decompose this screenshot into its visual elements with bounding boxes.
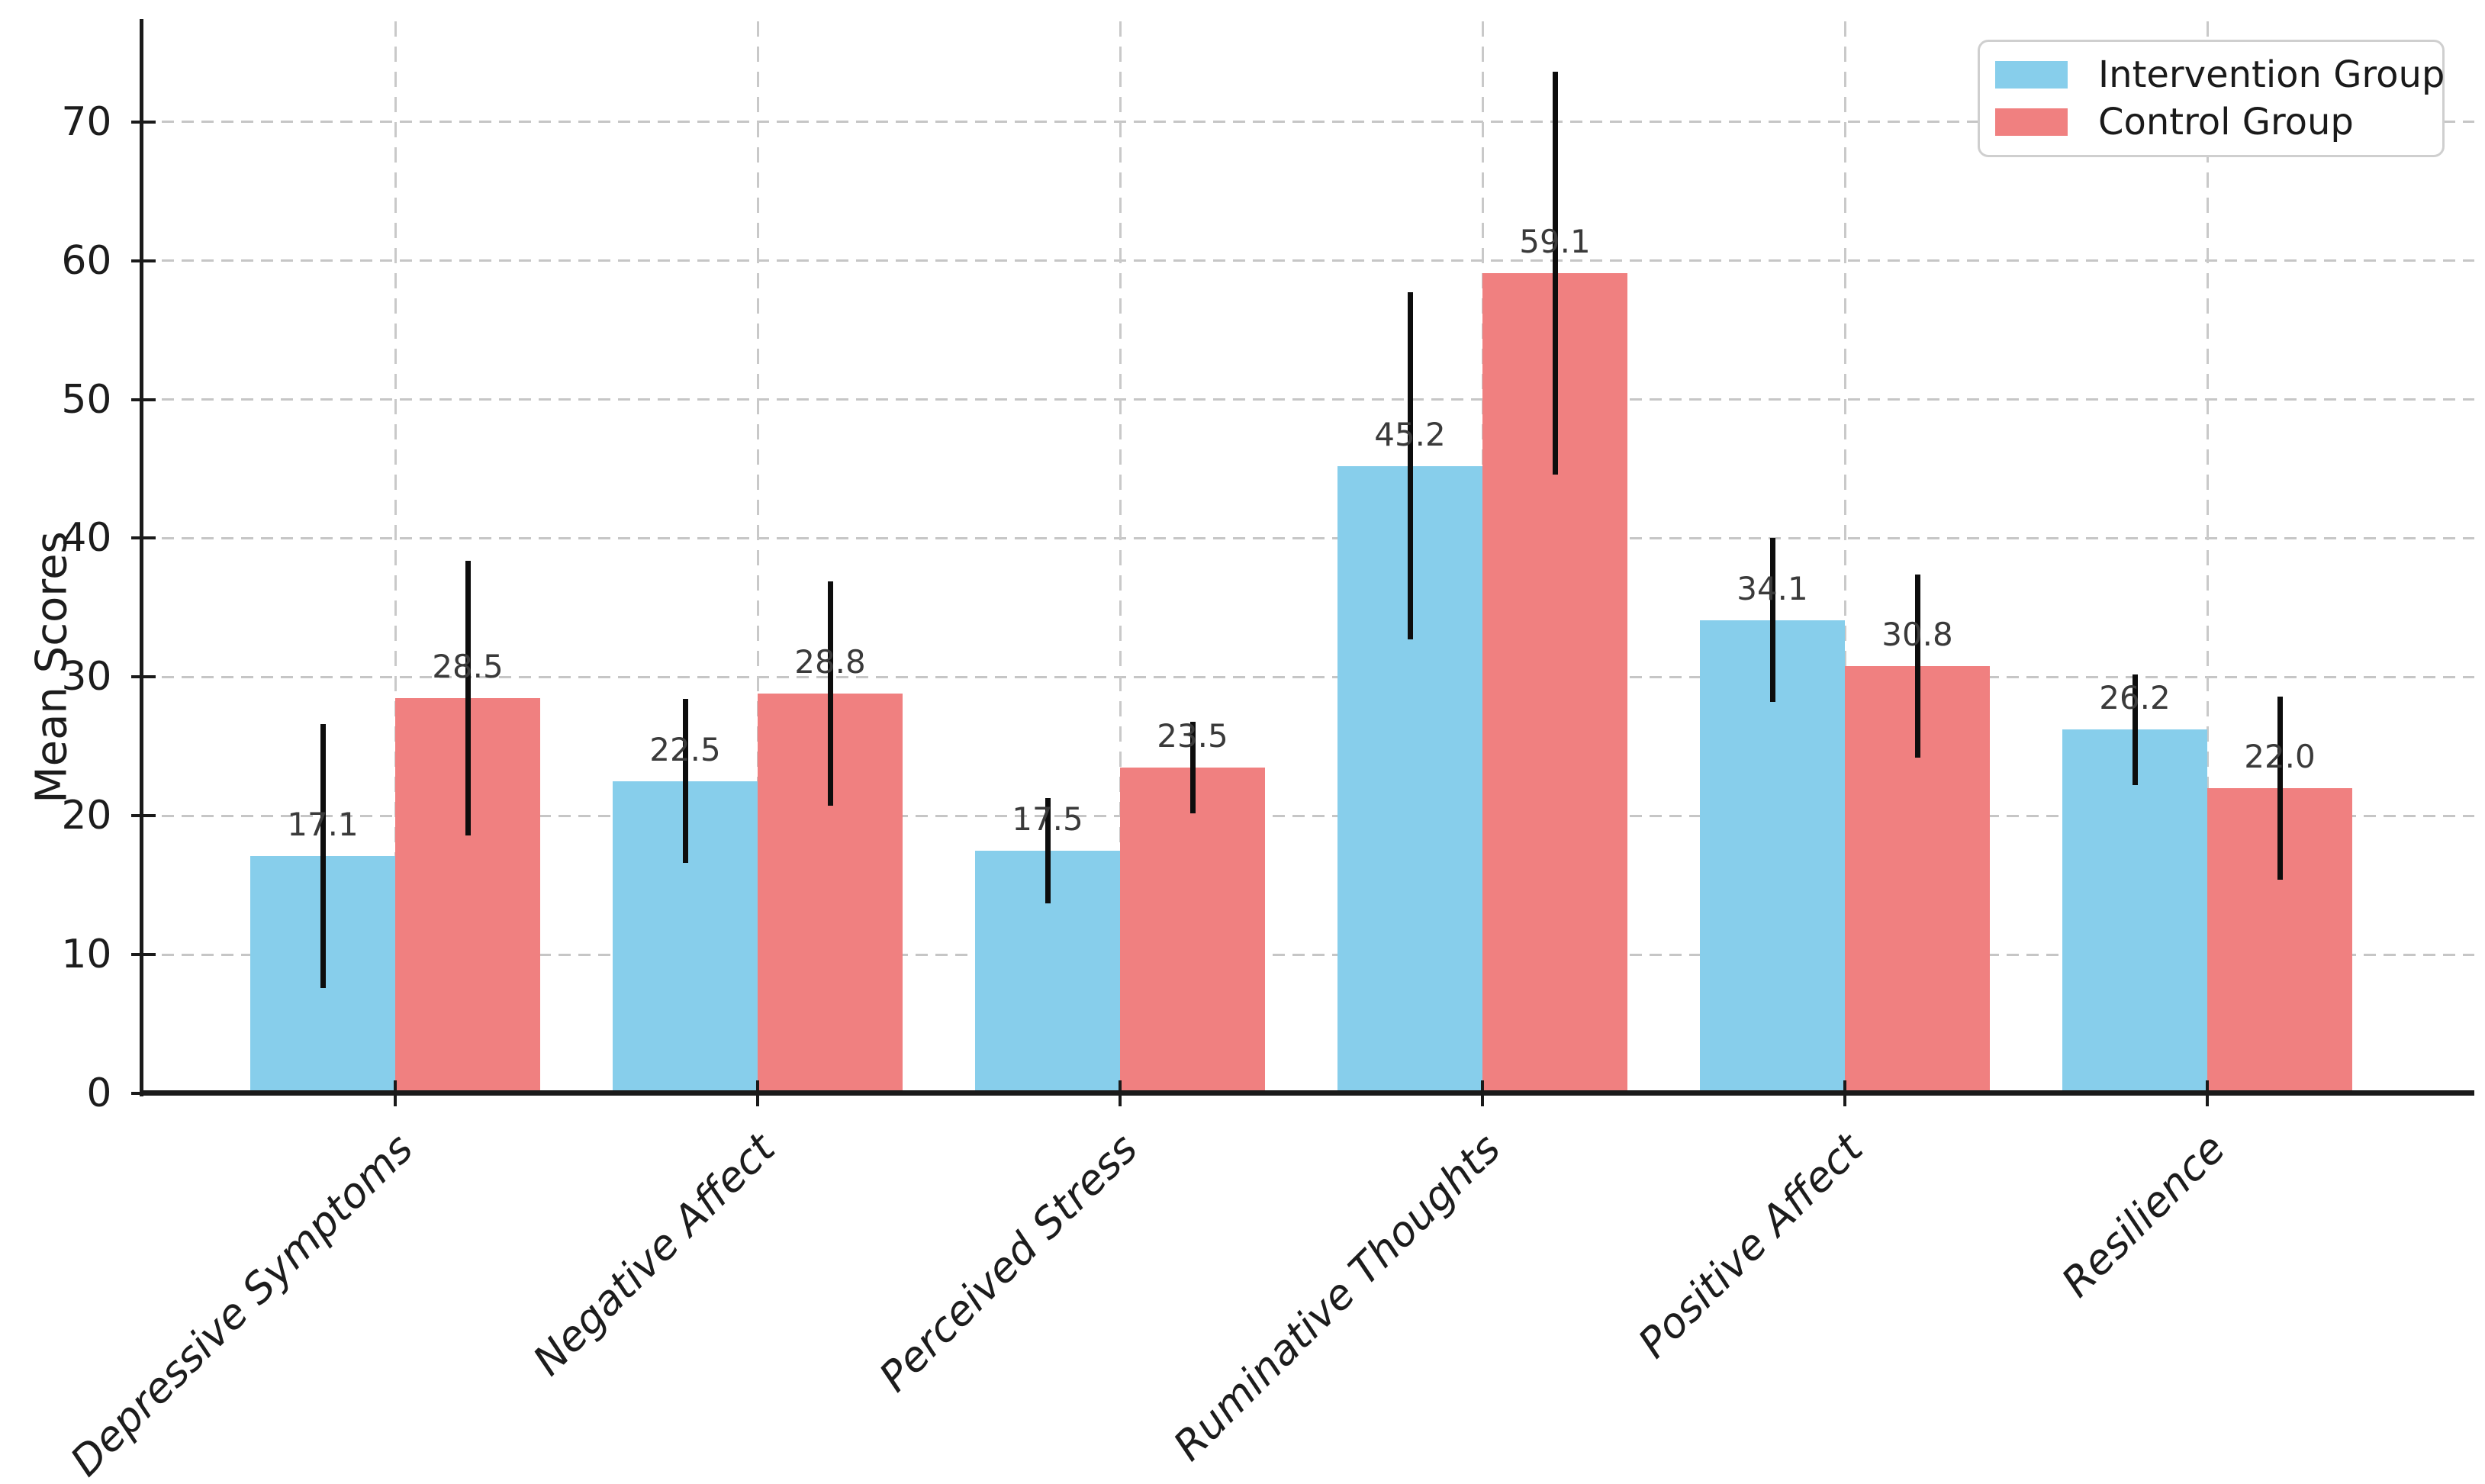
y-tick-mark-20 bbox=[131, 814, 156, 818]
y-tick-label-30: 30 bbox=[61, 654, 112, 700]
error-bar-intervention-2 bbox=[1045, 797, 1051, 903]
category-label-2: Perceived Stress bbox=[870, 1124, 1148, 1402]
error-bar-intervention-5 bbox=[2132, 674, 2138, 786]
bar-value-label: 22.5 bbox=[649, 730, 721, 768]
bar-value-label: 26.2 bbox=[2099, 679, 2171, 717]
category-label-5: Resilience bbox=[2052, 1124, 2235, 1307]
legend-swatch-control bbox=[1995, 108, 2068, 136]
bar-value-label: 28.5 bbox=[432, 647, 504, 685]
legend-item-intervention: Intervention Group bbox=[1995, 53, 2445, 96]
bar-value-label: 17.1 bbox=[287, 805, 359, 843]
y-tick-label-50: 50 bbox=[61, 376, 112, 423]
error-bar-control-4 bbox=[1914, 574, 1920, 758]
error-bar-control-3 bbox=[1552, 72, 1558, 475]
y-tick-label-40: 40 bbox=[61, 515, 112, 562]
bar-value-label: 23.5 bbox=[1157, 716, 1228, 755]
y-tick-mark-70 bbox=[131, 120, 156, 124]
y-tick-mark-10 bbox=[131, 953, 156, 957]
bar-control-2 bbox=[1120, 767, 1265, 1093]
gridline-y-10 bbox=[141, 953, 2474, 956]
gridline-y-60 bbox=[141, 259, 2474, 262]
x-axis-spine bbox=[140, 1090, 2474, 1096]
gridline-y-50 bbox=[141, 398, 2474, 401]
y-tick-mark-60 bbox=[131, 259, 156, 262]
bar-value-label: 22.0 bbox=[2244, 737, 2316, 775]
bar-value-label: 59.1 bbox=[1519, 222, 1591, 260]
error-bar-intervention-4 bbox=[1769, 538, 1775, 703]
legend-swatch-intervention bbox=[1995, 61, 2068, 89]
y-tick-label-20: 20 bbox=[61, 793, 112, 839]
error-bar-intervention-3 bbox=[1407, 292, 1413, 640]
gridline-y-40 bbox=[141, 536, 2474, 539]
y-tick-label-10: 10 bbox=[61, 932, 112, 978]
error-bar-control-5 bbox=[2277, 696, 2283, 880]
bar-value-label: 45.2 bbox=[1374, 415, 1446, 453]
y-tick-label-0: 0 bbox=[86, 1070, 112, 1116]
gridline-y-30 bbox=[141, 675, 2474, 678]
error-bar-control-0 bbox=[465, 560, 471, 835]
category-label-0: Depressive Symptoms bbox=[60, 1124, 423, 1484]
y-tick-mark-50 bbox=[131, 398, 156, 401]
y-tick-mark-40 bbox=[131, 536, 156, 540]
legend-label-intervention: Intervention Group bbox=[2098, 53, 2445, 96]
y-axis-spine bbox=[140, 19, 143, 1096]
gridline-x-1 bbox=[756, 21, 759, 1093]
bar-value-label: 17.5 bbox=[1012, 800, 1083, 838]
legend-item-control: Control Group bbox=[1995, 101, 2427, 143]
y-tick-label-70: 70 bbox=[61, 98, 112, 145]
gridline-x-5 bbox=[2206, 21, 2209, 1093]
gridline-x-2 bbox=[1119, 21, 1122, 1093]
bar-value-label: 28.8 bbox=[794, 643, 866, 681]
category-label-4: Positive Affect bbox=[1628, 1124, 1872, 1367]
gridline-x-4 bbox=[1843, 21, 1846, 1093]
error-bar-intervention-1 bbox=[682, 699, 688, 864]
error-bar-control-1 bbox=[827, 581, 833, 806]
category-label-3: Ruminative Thoughts bbox=[1164, 1124, 1510, 1470]
y-tick-label-60: 60 bbox=[61, 237, 112, 284]
gridline-y-70 bbox=[141, 121, 2474, 124]
bar-value-label: 30.8 bbox=[1881, 615, 1953, 653]
legend-label-control: Control Group bbox=[2098, 101, 2354, 143]
gridline-y-20 bbox=[141, 814, 2474, 817]
y-axis-title: Mean Scores bbox=[27, 531, 77, 803]
bar-intervention-5 bbox=[2062, 729, 2207, 1093]
error-bar-control-2 bbox=[1189, 721, 1196, 813]
gridline-x-0 bbox=[394, 21, 397, 1093]
y-tick-mark-30 bbox=[131, 675, 156, 679]
legend: Intervention Group Control Group bbox=[1978, 40, 2445, 157]
error-bar-intervention-0 bbox=[320, 724, 326, 988]
bar-value-label: 34.1 bbox=[1737, 569, 1808, 607]
category-label-1: Negative Affect bbox=[523, 1124, 785, 1385]
